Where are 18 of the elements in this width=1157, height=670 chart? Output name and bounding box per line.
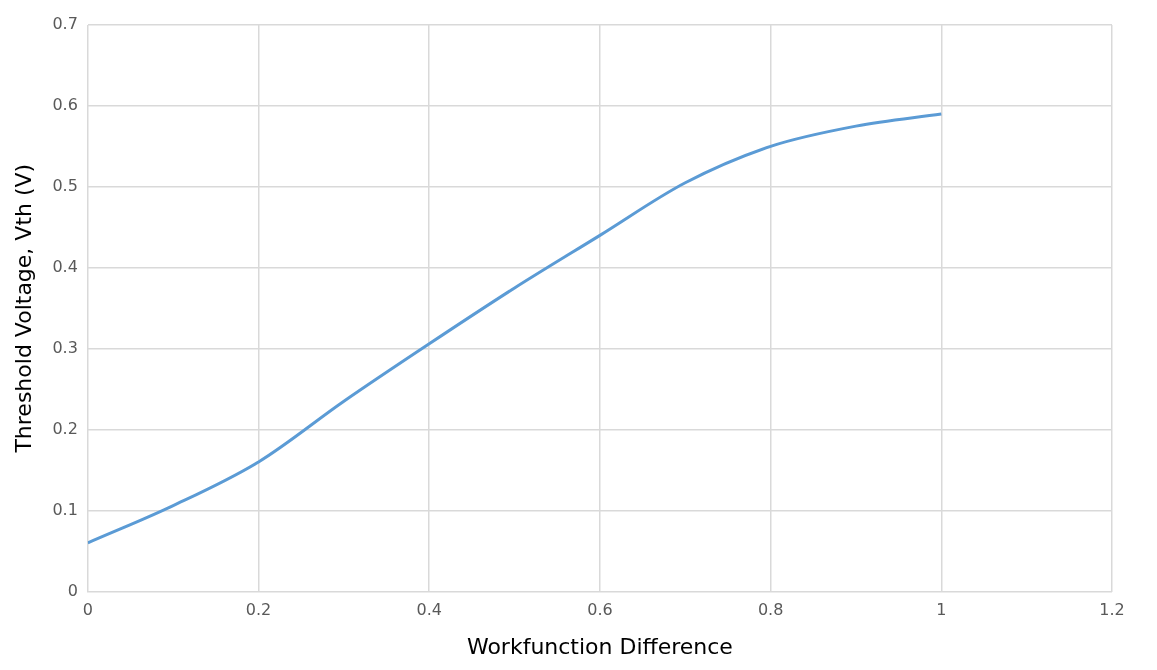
- y-tick-label: 0.6: [52, 95, 78, 115]
- x-tick-label: 1.2: [1099, 600, 1125, 620]
- x-tick-label: 1: [936, 600, 947, 620]
- x-axis-title: Workfunction Difference: [466, 633, 733, 659]
- y-tick-label: 0.4: [52, 256, 78, 276]
- x-tick-label: 0.4: [416, 600, 442, 620]
- y-tick-label: 0.1: [52, 499, 78, 519]
- y-tick-label: 0.7: [52, 14, 78, 34]
- x-tick-label: 0.6: [587, 600, 613, 620]
- y-axis-title: Threshold Voltage, Vth (V): [10, 163, 36, 454]
- x-tick-label: 0.2: [245, 600, 272, 620]
- y-tick-label: 0.3: [52, 337, 78, 357]
- x-tick-label: 0.8: [757, 600, 784, 620]
- y-tick-label: 0.2: [52, 418, 78, 438]
- y-tick-label: 0: [67, 580, 78, 600]
- x-tick-label: 0: [82, 600, 93, 620]
- line-series: [87, 112, 943, 545]
- y-tick-label: 0.5: [52, 175, 78, 195]
